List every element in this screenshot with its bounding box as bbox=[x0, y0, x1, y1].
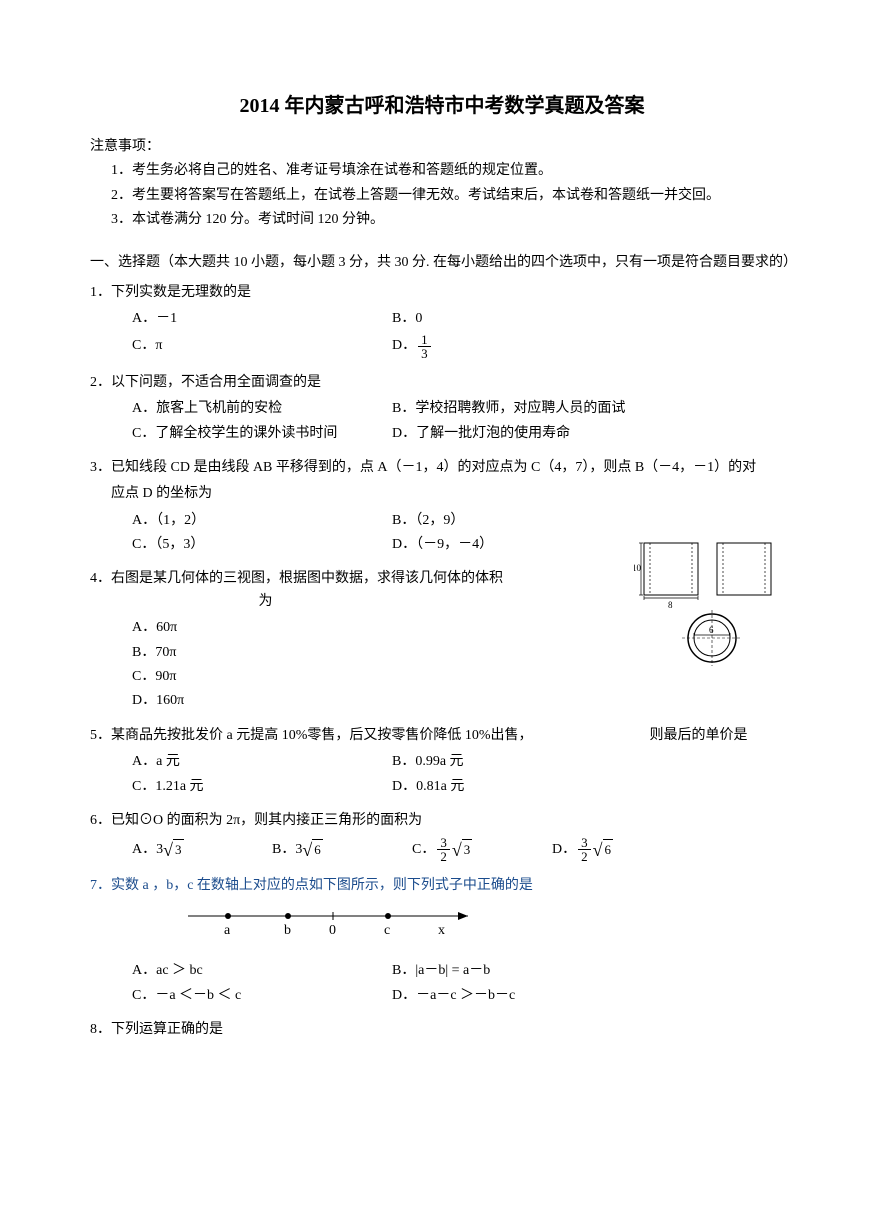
notice-header: 注意事项： bbox=[90, 136, 794, 158]
option-d: D．－a－c ＞－b－c bbox=[392, 985, 652, 1007]
three-view-figure: 8 10 6 bbox=[634, 538, 794, 668]
option-b: B．学校招聘教师，对应聘人员的面试 bbox=[392, 398, 742, 420]
notice-item: 1．考生务必将自己的姓名、准考证号填涂在试卷和答题纸的规定位置。 bbox=[90, 160, 794, 182]
svg-text:c: c bbox=[384, 923, 390, 938]
option-c: C．π bbox=[132, 333, 392, 360]
option-c: C．了解全校学生的课外读书时间 bbox=[132, 423, 392, 445]
option-b: B．（2，9） bbox=[392, 510, 652, 532]
option-a: A．a 元 bbox=[132, 751, 392, 773]
option-c: C．32√3 bbox=[412, 836, 552, 863]
option-c: C．（5，3） bbox=[132, 534, 392, 556]
question-text: 7．实数 a ，b，c 在数轴上对应的点如下图所示，则下列式子中正确的是 bbox=[90, 875, 794, 897]
svg-text:0: 0 bbox=[329, 923, 336, 938]
option-d: D．了解一批灯泡的使用寿命 bbox=[392, 423, 742, 445]
option-a: A．旅客上飞机前的安检 bbox=[132, 398, 392, 420]
option-b: B．70π bbox=[132, 642, 392, 664]
notice-item: 2．考生要将答案写在答题纸上，在试卷上答题一律无效。考试结束后，本试卷和答题纸一… bbox=[90, 185, 794, 207]
option-a: A．60π bbox=[132, 617, 392, 639]
option-c: C．90π bbox=[132, 666, 392, 688]
question-2: 2．以下问题，不适合用全面调查的是 A．旅客上飞机前的安检 B．学校招聘教师，对… bbox=[90, 372, 794, 447]
question-7: 7．实数 a ，b，c 在数轴上对应的点如下图所示，则下列式子中正确的是 a b… bbox=[90, 875, 794, 1009]
question-text-cont: 应点 D 的坐标为 bbox=[90, 483, 794, 505]
section-header: 一、选择题（本大题共 10 小题，每小题 3 分，共 30 分. 在每小题给出的… bbox=[90, 252, 794, 274]
option-c: C．1.21a 元 bbox=[132, 776, 392, 798]
option-d: D．13 bbox=[392, 333, 652, 360]
question-text: 6．已知⊙O 的面积为 2π，则其内接正三角形的面积为 bbox=[90, 810, 794, 832]
notice-section: 注意事项： 1．考生务必将自己的姓名、准考证号填涂在试卷和答题纸的规定位置。 2… bbox=[90, 136, 794, 232]
option-b: B．0 bbox=[392, 308, 652, 330]
question-1: 1．下列实数是无理数的是 A．－1 B．0 C．π D．13 bbox=[90, 282, 794, 362]
option-d: D．32√6 bbox=[552, 836, 692, 863]
option-b: B．|a－b| = a－b bbox=[392, 960, 652, 982]
option-a: A．3√3 bbox=[132, 836, 272, 863]
notice-item: 3．本试卷满分 120 分。考试时间 120 分钟。 bbox=[90, 209, 794, 231]
question-text: 1．下列实数是无理数的是 bbox=[90, 282, 794, 304]
svg-text:10: 10 bbox=[634, 563, 642, 573]
svg-text:x: x bbox=[438, 923, 445, 938]
option-c: C．－a ＜－b ＜ c bbox=[132, 985, 392, 1007]
option-a: A．－1 bbox=[132, 308, 392, 330]
svg-text:8: 8 bbox=[668, 600, 673, 610]
option-b: B．0.99a 元 bbox=[392, 751, 652, 773]
document-title: 2014 年内蒙古呼和浩特市中考数学真题及答案 bbox=[90, 90, 794, 122]
question-text: 2．以下问题，不适合用全面调查的是 bbox=[90, 372, 794, 394]
question-text: 3．已知线段 CD 是由线段 AB 平移得到的，点 A（－1，4）的对应点为 C… bbox=[90, 457, 794, 479]
option-d: D．0.81a 元 bbox=[392, 776, 652, 798]
question-8: 8．下列运算正确的是 bbox=[90, 1019, 794, 1041]
question-4: 8 10 6 4．右图是某几何体的三视图，根据图中数据，求得该几何体的体积 为 … bbox=[90, 568, 794, 714]
svg-text:b: b bbox=[284, 923, 291, 938]
number-line-figure: a b 0 c x bbox=[188, 904, 794, 952]
option-a: A．ac ＞ bc bbox=[132, 960, 392, 982]
question-text: 8．下列运算正确的是 bbox=[90, 1019, 794, 1041]
question-text: 5．某商品先按批发价 a 元提高 10%零售，后又按零售价降低 10%出售， 则… bbox=[90, 725, 794, 747]
svg-text:a: a bbox=[224, 923, 231, 938]
question-6: 6．已知⊙O 的面积为 2π，则其内接正三角形的面积为 A．3√3 B．3√6 … bbox=[90, 810, 794, 865]
option-d: D．（－9，－4） bbox=[392, 534, 652, 556]
option-b: B．3√6 bbox=[272, 836, 412, 863]
option-a: A．（1，2） bbox=[132, 510, 392, 532]
question-5: 5．某商品先按批发价 a 元提高 10%零售，后又按零售价降低 10%出售， 则… bbox=[90, 725, 794, 800]
option-d: D．160π bbox=[132, 690, 392, 712]
svg-text:6: 6 bbox=[709, 625, 714, 635]
